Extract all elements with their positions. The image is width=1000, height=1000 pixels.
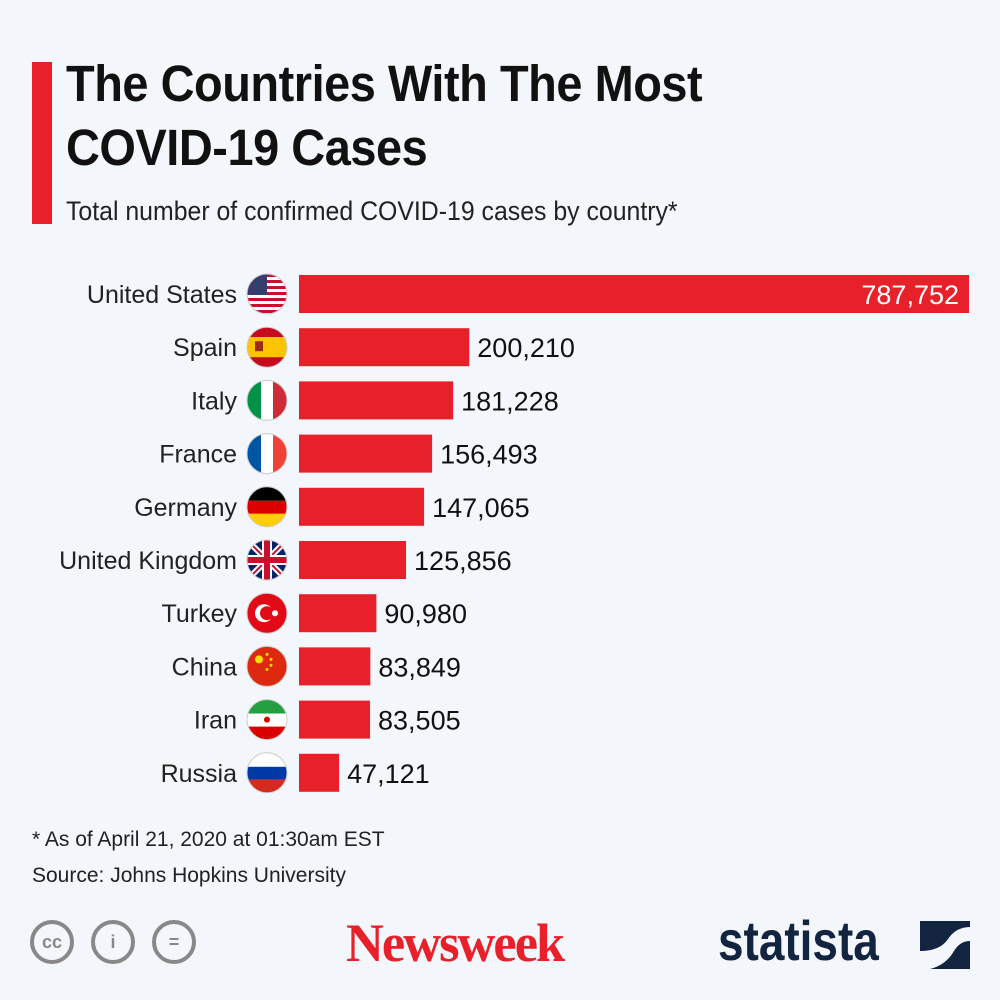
bar bbox=[299, 753, 340, 792]
category-label: Germany bbox=[134, 494, 237, 522]
no-derivatives-icon: = bbox=[152, 920, 196, 964]
bar bbox=[299, 541, 407, 579]
bar bbox=[299, 594, 377, 633]
category-label: United Kingdom bbox=[59, 547, 237, 575]
bar bbox=[299, 275, 969, 313]
bar bbox=[299, 700, 371, 739]
footnote: * As of April 21, 2020 at 01:30am EST bbox=[32, 828, 385, 851]
newsweek-logo: Newsweek bbox=[346, 913, 565, 973]
bar bbox=[299, 647, 371, 686]
category-label: Turkey bbox=[162, 600, 238, 628]
germany-flag-icon bbox=[246, 486, 288, 528]
chart-subtitle: Total number of confirmed COVID-19 cases… bbox=[66, 196, 678, 226]
bar bbox=[299, 487, 425, 526]
category-label: France bbox=[159, 441, 237, 469]
value-label: 90,980 bbox=[384, 599, 467, 629]
value-label: 83,849 bbox=[378, 652, 461, 682]
value-label: 125,856 bbox=[414, 546, 512, 576]
value-label: 181,228 bbox=[461, 386, 559, 416]
uk-flag-icon bbox=[246, 539, 288, 581]
china-flag-icon bbox=[246, 645, 288, 687]
iran-flag-icon bbox=[246, 699, 288, 741]
chart-title: The Countries With The Most COVID-19 Cas… bbox=[66, 55, 703, 176]
category-label: United States bbox=[87, 281, 237, 309]
us-flag-icon bbox=[246, 273, 288, 315]
category-label: China bbox=[172, 653, 237, 681]
value-label: 47,121 bbox=[347, 759, 430, 789]
france-flag-icon bbox=[246, 433, 288, 475]
bar bbox=[299, 328, 470, 367]
statista-logo: statista bbox=[718, 909, 879, 972]
statista-mark-icon bbox=[920, 921, 970, 969]
cc-icon: cc bbox=[30, 920, 74, 964]
value-label: 156,493 bbox=[440, 440, 538, 470]
value-label: 200,210 bbox=[477, 333, 575, 363]
value-label: 787,752 bbox=[861, 280, 959, 310]
russia-flag-icon bbox=[246, 752, 288, 794]
attribution-icon: i bbox=[91, 920, 135, 964]
bar-chart: United States 787,752 Spain 200,210 Italy 181… bbox=[59, 273, 969, 794]
source: Source: Johns Hopkins University bbox=[32, 864, 346, 887]
italy-flag-icon bbox=[246, 379, 288, 421]
value-label: 83,505 bbox=[378, 706, 461, 736]
bar bbox=[299, 434, 433, 473]
category-label: Spain bbox=[173, 334, 237, 362]
bar bbox=[299, 381, 454, 420]
category-label: Italy bbox=[191, 387, 237, 415]
accent-bar bbox=[32, 62, 52, 224]
category-label: Russia bbox=[161, 760, 238, 788]
turkey-flag-icon bbox=[246, 592, 288, 634]
category-label: Iran bbox=[194, 707, 237, 735]
spain-flag-icon bbox=[246, 326, 288, 368]
value-label: 147,065 bbox=[432, 493, 530, 523]
